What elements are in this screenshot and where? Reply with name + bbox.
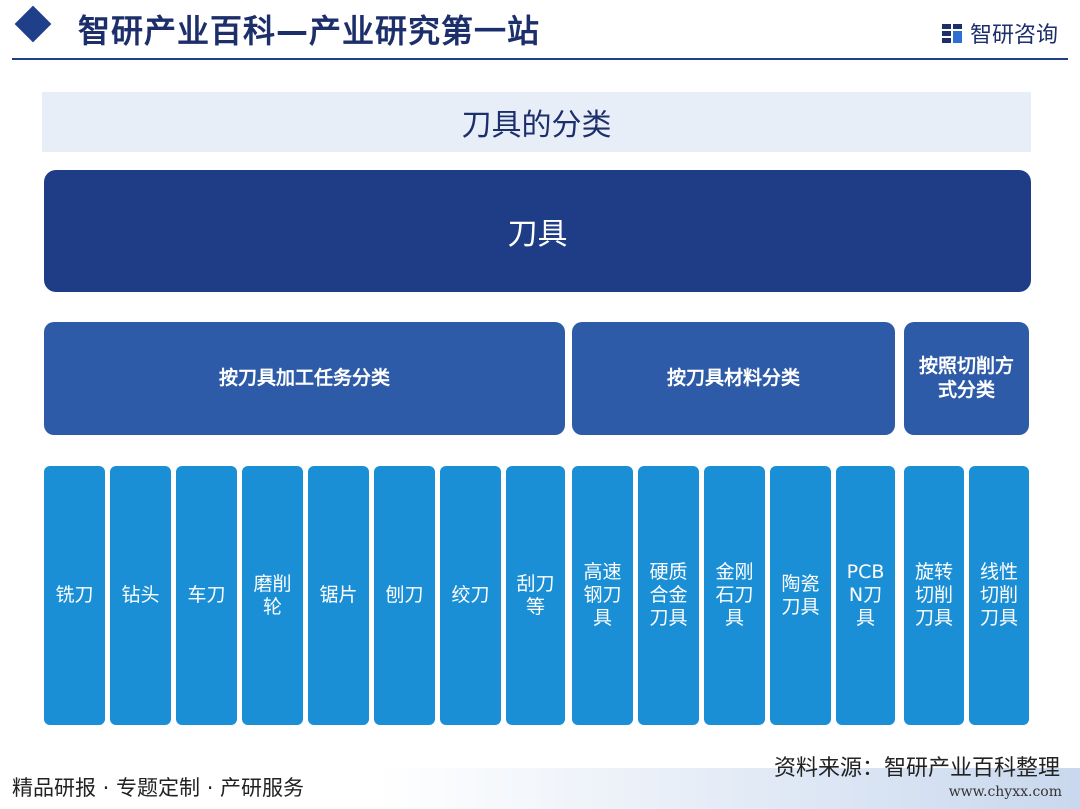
leaf-node: 线性切削刀具 (969, 466, 1029, 725)
leaf-label: 陶瓷刀具 (781, 572, 820, 618)
leaf-label: 金刚石刀具 (715, 561, 754, 629)
footer-url: www.chyxx.com (948, 784, 1062, 800)
leaf-label: 旋转切削刀具 (914, 561, 953, 629)
brand-name: 智研咨询 (969, 23, 1058, 48)
leaf-label: 刨刀 (385, 584, 424, 607)
leaf-label: 线性切削刀具 (979, 561, 1018, 629)
brand-logo-icon (941, 24, 962, 43)
leaf-label: 铣刀 (55, 584, 94, 607)
leaf-node: 车刀 (176, 466, 237, 725)
category-label: 按照切削方式分类 (918, 354, 1014, 401)
brand: 智研咨询 (940, 17, 1058, 49)
leaf-node: 刨刀 (374, 466, 435, 725)
leaf-node: 磨削轮 (242, 466, 303, 725)
diamond-icon (14, 5, 52, 43)
leaf-label: 刮刀等 (516, 572, 555, 618)
source-note: 资料来源：智研产业百科整理 (773, 756, 1060, 781)
category-label: 按刀具加工任务分类 (218, 366, 390, 389)
page-header: 智研产业百科—产业研究第一站 智研咨询 (0, 0, 1080, 60)
leaf-node: 钻头 (110, 466, 171, 725)
category-node-processing-task: 按刀具加工任务分类 (44, 322, 565, 435)
leaf-node: 陶瓷刀具 (770, 466, 831, 725)
category-node-material: 按刀具材料分类 (572, 322, 895, 435)
leaf-node: 铣刀 (44, 466, 105, 725)
leaf-node: 金刚石刀具 (704, 466, 765, 725)
leaf-node: 硬质合金刀具 (638, 466, 699, 725)
leaf-label: 锯片 (319, 584, 358, 607)
root-node-label: 刀具 (507, 217, 568, 252)
leaf-node: 刮刀等 (506, 466, 565, 725)
footer-slogan: 精品研报 · 专题定制 · 产研服务 (12, 776, 305, 800)
site-title: 智研产业百科—产业研究第一站 (78, 12, 541, 50)
leaf-label: 硬质合金刀具 (649, 561, 688, 629)
leaf-label: 高速钢刀具 (583, 561, 622, 629)
leaf-node: 锯片 (308, 466, 369, 725)
leaf-node: 旋转切削刀具 (904, 466, 964, 725)
leaf-node: PCBN刀具 (836, 466, 895, 725)
header-divider (12, 58, 1068, 60)
leaf-label: PCBN刀具 (846, 561, 885, 629)
root-node: 刀具 (44, 170, 1031, 292)
leaf-label: 磨削轮 (253, 572, 292, 618)
category-label: 按刀具材料分类 (666, 366, 800, 389)
diagram-title: 刀具的分类 (461, 108, 612, 143)
leaf-label: 车刀 (187, 584, 226, 607)
leaf-label: 绞刀 (451, 584, 490, 607)
leaf-label: 钻头 (121, 584, 160, 607)
leaf-node: 绞刀 (440, 466, 501, 725)
diagram-title-bar: 刀具的分类 (42, 92, 1031, 152)
leaf-node: 高速钢刀具 (572, 466, 633, 725)
footer-bar (0, 768, 1080, 809)
category-node-cutting-method: 按照切削方式分类 (904, 322, 1029, 435)
